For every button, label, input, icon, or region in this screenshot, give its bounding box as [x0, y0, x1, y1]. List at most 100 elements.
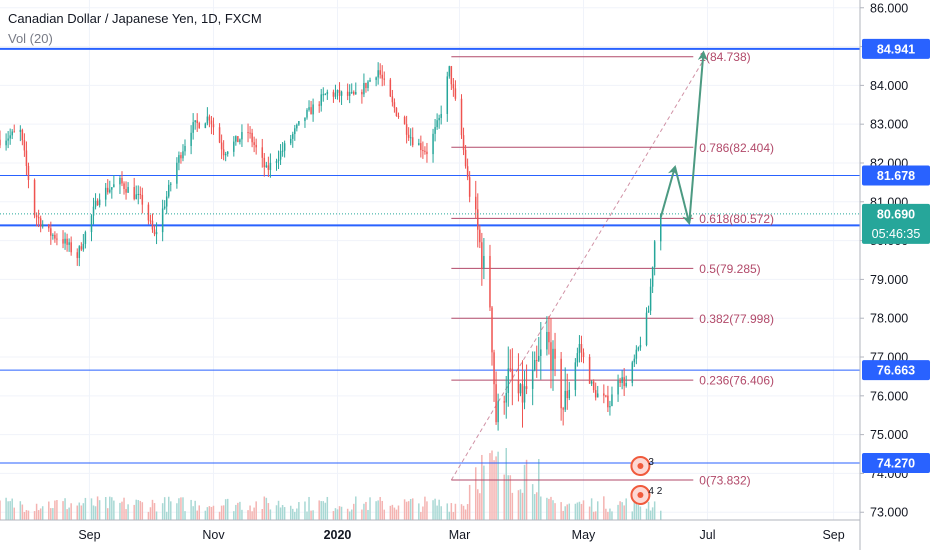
candle-body — [265, 165, 268, 168]
volume-bar — [275, 505, 278, 520]
candle-body — [649, 286, 652, 311]
candle-body — [165, 196, 168, 207]
candle-body — [54, 234, 56, 239]
time-tick-label: Nov — [202, 528, 225, 542]
candle-body — [468, 177, 471, 197]
candle-body — [334, 92, 337, 97]
candle-body — [139, 193, 142, 195]
candle-body — [375, 77, 377, 80]
candle-body — [523, 386, 526, 403]
candle-body — [592, 381, 595, 391]
candle-body — [517, 380, 520, 394]
candle-body — [68, 242, 70, 245]
volume-bar — [68, 507, 70, 520]
volume-bar — [353, 503, 355, 520]
candle-body — [407, 134, 410, 138]
event-badge-dot — [637, 492, 644, 498]
volume-bar — [645, 508, 648, 520]
volume-bar — [76, 505, 79, 520]
candle-body — [611, 394, 613, 407]
volume-bar — [165, 511, 168, 520]
volume-bar — [495, 456, 497, 520]
candle-body — [367, 81, 369, 89]
candle-body — [121, 177, 123, 184]
candle-body — [507, 368, 510, 393]
candle-body — [308, 107, 310, 110]
candle-body — [576, 353, 579, 363]
candle-body — [306, 109, 308, 118]
volume-bar — [133, 504, 135, 520]
volume-bar — [377, 500, 379, 520]
candle-body — [125, 189, 127, 193]
candle-body — [336, 89, 339, 93]
candle-body — [633, 358, 636, 363]
candle-body — [564, 390, 566, 410]
volume-bar — [322, 501, 325, 520]
candle-body — [50, 228, 52, 236]
volume-bar — [511, 492, 514, 520]
candle-body — [249, 132, 251, 134]
volume-bar — [210, 506, 213, 520]
volume-bar — [54, 500, 56, 520]
candle-body — [560, 358, 562, 409]
volume-bar — [367, 509, 369, 520]
volume-bar — [123, 497, 125, 520]
last-price-tag — [862, 203, 930, 244]
volume-bar — [218, 511, 221, 520]
candle-body — [56, 238, 58, 240]
volume-bar — [80, 505, 83, 520]
projection-arrows[interactable] — [659, 50, 708, 226]
candle-body — [269, 162, 272, 170]
price-level-tag — [862, 360, 930, 381]
candle-body — [251, 132, 253, 143]
candle-body — [623, 377, 625, 387]
price-axis[interactable]: 86.00085.00084.00083.00082.00081.00080.0… — [859, 0, 932, 550]
volume-bar — [265, 497, 268, 520]
candle-body — [135, 194, 137, 200]
volume-bar — [176, 503, 178, 520]
candle-body — [346, 91, 349, 96]
candle-body — [653, 241, 656, 268]
candle-body — [224, 153, 227, 156]
candle-body — [275, 161, 278, 163]
volume-bar — [180, 497, 182, 520]
time-axis[interactable]: Sep Nov 2020 Mar May Jul Sep — [0, 519, 860, 542]
volume-bar — [320, 501, 322, 520]
event-badge-count: 3 — [648, 457, 654, 468]
candle-body — [255, 144, 257, 148]
candle-body — [535, 360, 538, 362]
volume-bar — [432, 500, 434, 520]
candle-body — [637, 347, 640, 350]
fibonacci-retracement[interactable]: 1(84.738) 0.786(82.404) 0.618(80.572) 0.5(7… — [451, 50, 774, 487]
volume-bar — [326, 496, 329, 520]
volume-bar — [348, 511, 351, 520]
candle-body — [318, 104, 320, 106]
volume-bar — [336, 509, 339, 520]
candle-body — [155, 232, 158, 235]
last-price-label: 80.690 — [877, 207, 915, 221]
volume-bar — [381, 500, 383, 520]
time-tick-label: Jul — [700, 528, 716, 542]
candle-body — [491, 307, 493, 353]
trend-line[interactable] — [450, 56, 706, 481]
volume-bar — [411, 498, 414, 520]
volume-bar — [11, 498, 13, 520]
candle-body — [196, 120, 198, 124]
candle-body — [25, 150, 28, 167]
volume-bar — [474, 467, 477, 520]
candle-body — [546, 331, 548, 350]
candle-body — [452, 84, 455, 89]
candle-body — [253, 142, 255, 145]
candle-body — [92, 206, 95, 216]
volume-bar — [13, 507, 15, 520]
volume-bar — [66, 509, 68, 520]
volume-bar — [167, 496, 170, 520]
volume-bar — [139, 500, 142, 520]
event-badges[interactable]: 3 4 2 — [630, 456, 663, 505]
candle-body — [324, 94, 327, 96]
volume-bar — [619, 501, 621, 520]
volume-bar — [196, 510, 198, 520]
volume-bar — [249, 505, 251, 520]
